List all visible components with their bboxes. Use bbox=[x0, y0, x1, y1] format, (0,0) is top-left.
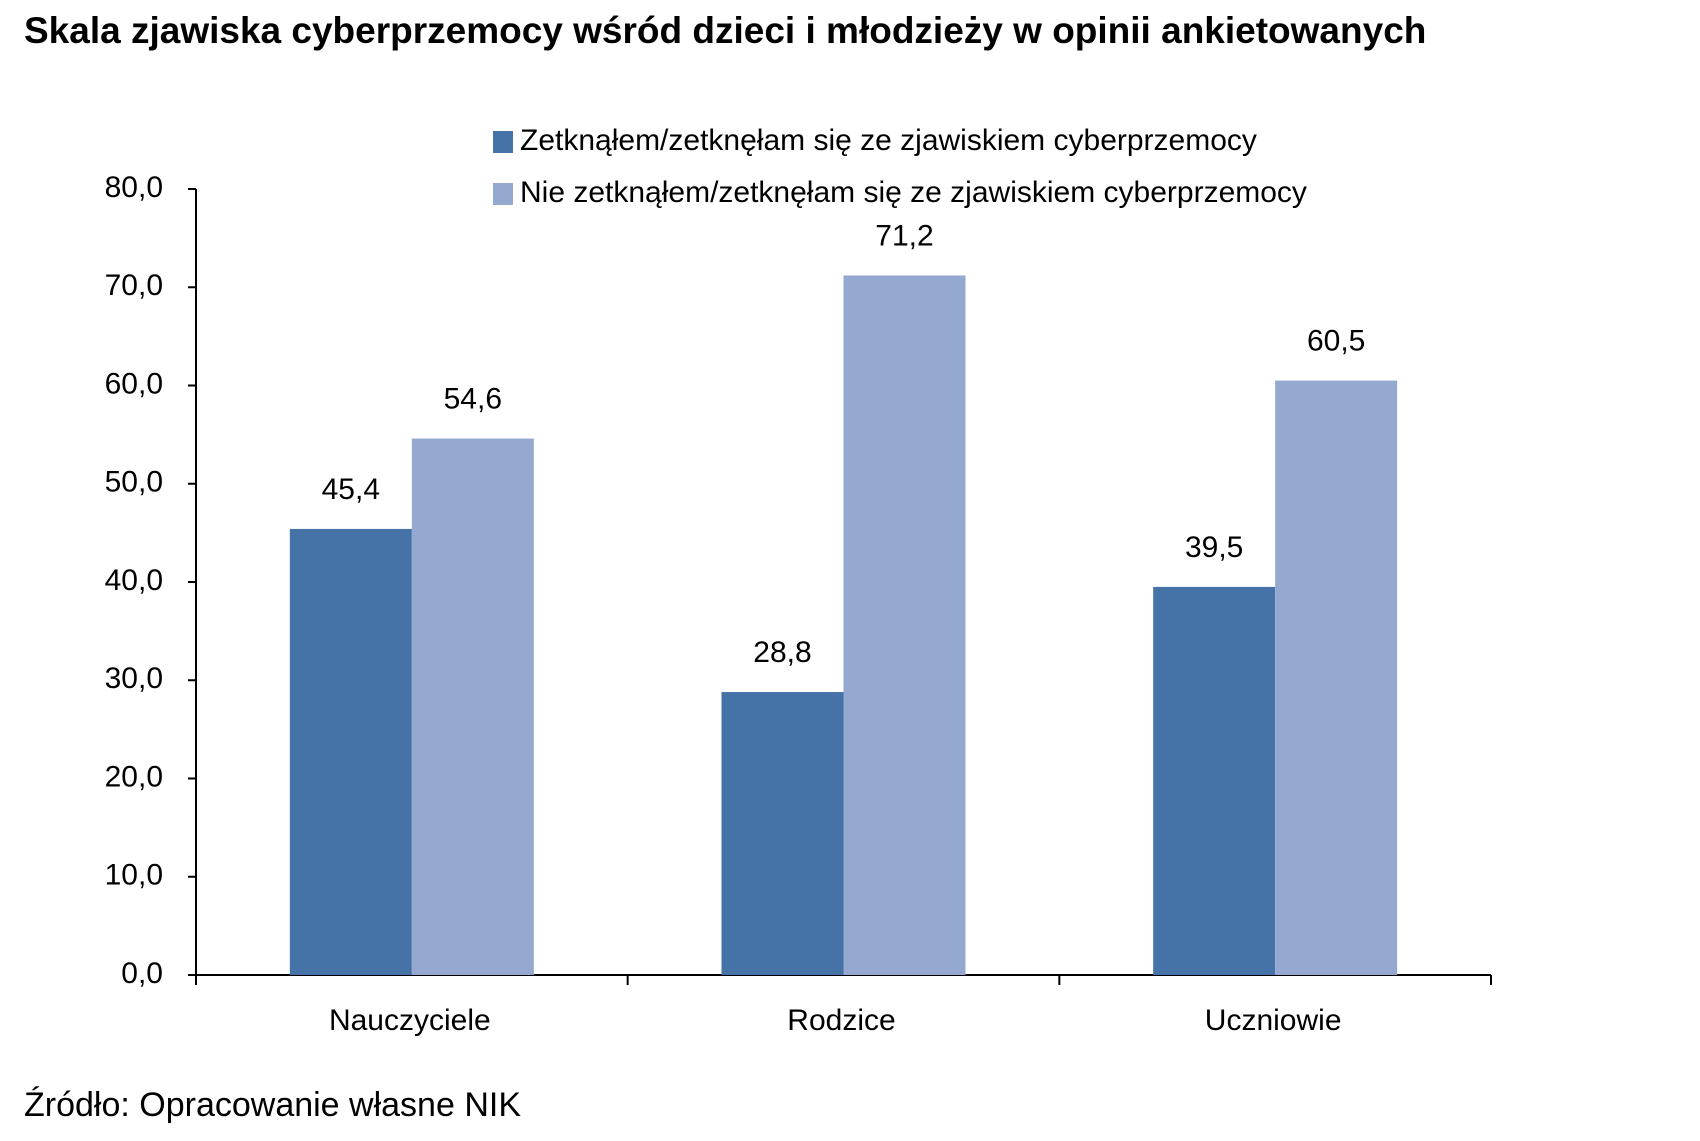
legend-swatch bbox=[493, 131, 513, 153]
value-label: 45,4 bbox=[322, 473, 380, 506]
bar bbox=[843, 275, 966, 976]
y-tick-label: 20,0 bbox=[105, 760, 163, 793]
value-label: 39,5 bbox=[1185, 531, 1243, 564]
legend-label: Zetknąłem/zetknęłam się ze zjawiskiem cy… bbox=[520, 124, 1257, 157]
y-tick-label: 80,0 bbox=[105, 171, 163, 204]
value-label: 28,8 bbox=[753, 636, 811, 669]
y-tick-label: 30,0 bbox=[105, 662, 163, 695]
value-label: 54,6 bbox=[444, 382, 502, 415]
x-tick-label: Nauczyciele bbox=[329, 1004, 491, 1037]
chart-title: Skala zjawiska cyberprzemocy wśród dziec… bbox=[24, 10, 1426, 51]
value-label: 71,2 bbox=[875, 219, 933, 252]
y-tick-label: 50,0 bbox=[105, 466, 163, 499]
bar bbox=[721, 692, 844, 975]
bar bbox=[1275, 380, 1398, 975]
value-label: 60,5 bbox=[1307, 325, 1365, 358]
y-tick-label: 0,0 bbox=[121, 957, 163, 990]
x-tick-label: Rodzice bbox=[787, 1004, 895, 1037]
y-tick-label: 60,0 bbox=[105, 367, 163, 400]
x-tick-label: Uczniowie bbox=[1205, 1004, 1342, 1037]
y-tick-label: 10,0 bbox=[105, 859, 163, 892]
bar bbox=[289, 528, 412, 975]
y-tick-label: 40,0 bbox=[105, 564, 163, 597]
source: Źródło: Opracowanie własne NIK bbox=[24, 1086, 521, 1124]
bar bbox=[411, 438, 534, 975]
legend-label: Nie zetknąłem/zetknęłam się ze zjawiskie… bbox=[520, 176, 1307, 209]
legend-swatch bbox=[493, 183, 513, 205]
bar bbox=[1153, 586, 1276, 975]
y-tick-label: 70,0 bbox=[105, 269, 163, 302]
